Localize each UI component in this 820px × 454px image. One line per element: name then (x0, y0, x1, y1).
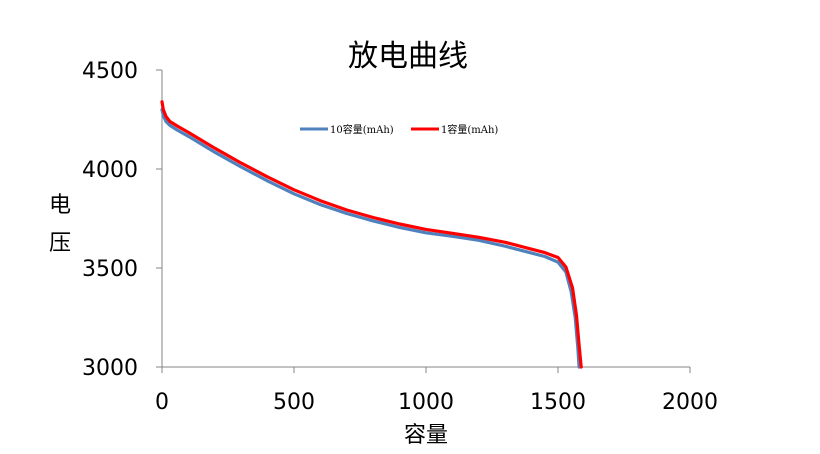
x-axis-title: 容量 (404, 423, 448, 448)
legend: 10容量(mAh) 1容量(mAh) (300, 123, 498, 136)
series-lines (160, 100, 583, 369)
y-tick-label: 4500 (82, 59, 138, 84)
x-tick-label: 0 (155, 390, 169, 415)
legend-label-1: 1容量(mAh) (441, 123, 498, 136)
y-tick-label: 4000 (82, 158, 138, 183)
y-tick-label: 3500 (82, 257, 138, 282)
y-axis-title-text: 电压 (49, 193, 71, 256)
series-line-1 (160, 100, 583, 369)
y-tick-label: 3000 (82, 356, 138, 381)
x-tick-label: 500 (273, 390, 315, 415)
x-tick-label: 1000 (398, 390, 454, 415)
series-line-0 (160, 107, 581, 369)
legend-label-0: 10容量(mAh) (330, 123, 394, 136)
x-tick-label: 1500 (530, 390, 586, 415)
x-axis-ticks: 0 500 1000 1500 2000 (155, 367, 718, 415)
y-axis-title: 电压 (49, 193, 71, 256)
x-tick-label: 2000 (662, 390, 718, 415)
y-axis-ticks: 3000 3500 4000 4500 (82, 59, 162, 381)
chart-title: 放电曲线 (348, 39, 468, 74)
